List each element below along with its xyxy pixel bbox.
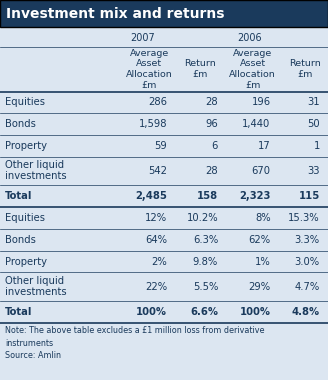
Text: 10.2%: 10.2%: [187, 213, 218, 223]
Text: Other liquid
investments: Other liquid investments: [5, 276, 67, 297]
Text: 542: 542: [148, 166, 167, 176]
Text: 3.0%: 3.0%: [295, 256, 320, 267]
Text: Property: Property: [5, 141, 47, 151]
Text: Other liquid
investments: Other liquid investments: [5, 160, 67, 181]
Text: 28: 28: [206, 97, 218, 108]
Text: 158: 158: [197, 191, 218, 201]
Text: 64%: 64%: [145, 235, 167, 245]
Text: 33: 33: [307, 166, 320, 176]
Text: 29%: 29%: [249, 282, 271, 291]
Text: Bonds: Bonds: [5, 119, 36, 129]
Text: 62%: 62%: [249, 235, 271, 245]
Text: 4.7%: 4.7%: [295, 282, 320, 291]
Text: 22%: 22%: [145, 282, 167, 291]
Text: Bonds: Bonds: [5, 235, 36, 245]
Text: Total: Total: [5, 191, 32, 201]
Text: 28: 28: [206, 166, 218, 176]
Text: 50: 50: [307, 119, 320, 129]
Text: 2007: 2007: [130, 33, 155, 43]
Text: 5.5%: 5.5%: [193, 282, 218, 291]
Text: 12%: 12%: [145, 213, 167, 223]
Text: 4.8%: 4.8%: [292, 307, 320, 317]
Text: Return
£m: Return £m: [184, 59, 216, 79]
Text: 59: 59: [154, 141, 167, 151]
Text: 96: 96: [205, 119, 218, 129]
Text: 286: 286: [148, 97, 167, 108]
Text: 100%: 100%: [136, 307, 167, 317]
Text: 6: 6: [212, 141, 218, 151]
Text: 31: 31: [307, 97, 320, 108]
Text: 1%: 1%: [255, 256, 271, 267]
Text: Average
Asset
Allocation
£m: Average Asset Allocation £m: [126, 49, 173, 90]
Text: 2,485: 2,485: [135, 191, 167, 201]
Text: 3.3%: 3.3%: [295, 235, 320, 245]
Text: 1,440: 1,440: [242, 119, 271, 129]
Text: 196: 196: [252, 97, 271, 108]
Text: Return
£m: Return £m: [289, 59, 321, 79]
Text: Investment mix and returns: Investment mix and returns: [6, 7, 224, 21]
Text: 2,323: 2,323: [239, 191, 271, 201]
Text: Equities: Equities: [5, 213, 45, 223]
Text: 15.3%: 15.3%: [288, 213, 320, 223]
Text: 2006: 2006: [237, 33, 262, 43]
Text: 6.6%: 6.6%: [190, 307, 218, 317]
Text: 6.3%: 6.3%: [193, 235, 218, 245]
Text: Note: The above table excludes a £1 million loss from derivative
instruments
Sou: Note: The above table excludes a £1 mill…: [5, 326, 264, 360]
Text: 8%: 8%: [255, 213, 271, 223]
Text: 670: 670: [252, 166, 271, 176]
FancyBboxPatch shape: [0, 0, 328, 27]
Text: 1: 1: [314, 141, 320, 151]
Text: 2%: 2%: [152, 256, 167, 267]
Text: Property: Property: [5, 256, 47, 267]
Text: 115: 115: [298, 191, 320, 201]
Text: 100%: 100%: [239, 307, 271, 317]
Text: Average
Asset
Allocation
£m: Average Asset Allocation £m: [229, 49, 276, 90]
Text: Total: Total: [5, 307, 32, 317]
Text: 1,598: 1,598: [139, 119, 167, 129]
Text: Equities: Equities: [5, 97, 45, 108]
Text: 17: 17: [258, 141, 271, 151]
Text: 9.8%: 9.8%: [193, 256, 218, 267]
